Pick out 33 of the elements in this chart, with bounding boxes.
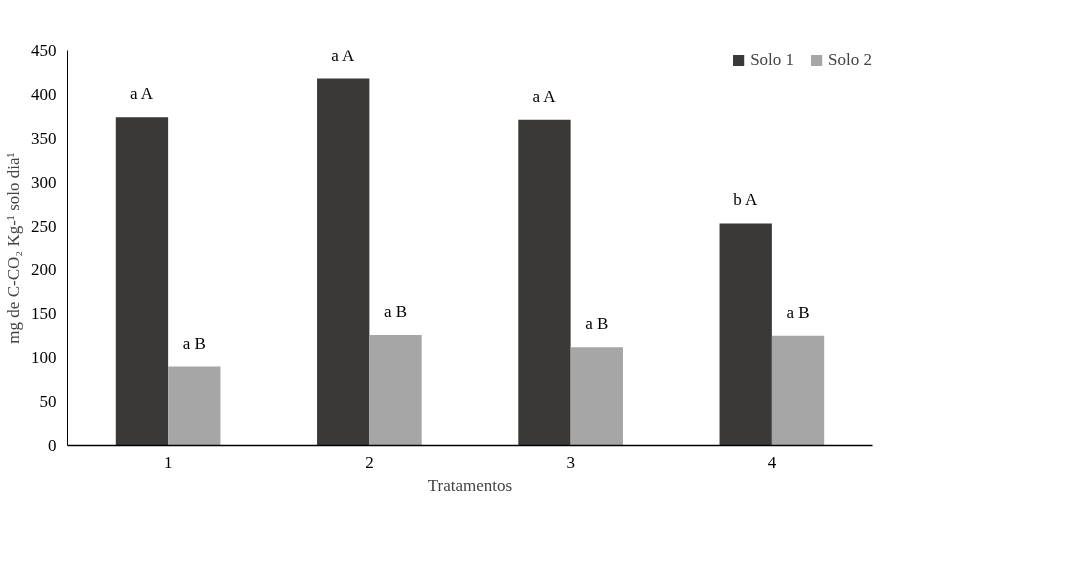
x-tick-label: 3 xyxy=(566,452,575,472)
y-tick-label: 250 xyxy=(31,216,57,236)
legend-label: Solo 2 xyxy=(828,50,872,70)
annotation: a A xyxy=(129,84,154,104)
y-axis-title: mg de C-CO₂ Kg-¹ solo dia¹ xyxy=(4,152,23,344)
bar xyxy=(168,366,221,446)
y-tick-label: 150 xyxy=(31,304,57,324)
annotation: b A xyxy=(733,190,759,210)
y-tick-label: 400 xyxy=(31,84,57,104)
y-tick-label: 0 xyxy=(48,436,57,455)
legend-label: Solo 1 xyxy=(750,50,795,70)
annotation: a A xyxy=(532,86,557,106)
annotation: a B xyxy=(182,333,206,353)
y-tick-label: 200 xyxy=(31,260,57,280)
bar xyxy=(719,223,772,446)
annotation: a B xyxy=(585,314,609,334)
bar xyxy=(518,119,571,446)
x-tick-label: 4 xyxy=(767,452,777,472)
x-tick-label: 2 xyxy=(365,452,374,472)
y-tick-label: 450 xyxy=(31,41,57,60)
x-tick-label: 1 xyxy=(163,452,173,472)
bar xyxy=(369,334,422,446)
bar xyxy=(317,78,370,446)
annotation: a B xyxy=(786,302,810,322)
y-tick-label: 350 xyxy=(31,128,57,148)
x-axis-title: Tratamentos xyxy=(427,475,513,495)
y-tick-label: 50 xyxy=(39,392,57,412)
bar xyxy=(570,347,623,446)
y-tick-label: 100 xyxy=(31,348,57,368)
bar xyxy=(115,117,169,446)
y-tick-label: 300 xyxy=(31,172,57,192)
bar xyxy=(771,335,825,446)
annotation: a B xyxy=(383,301,408,321)
